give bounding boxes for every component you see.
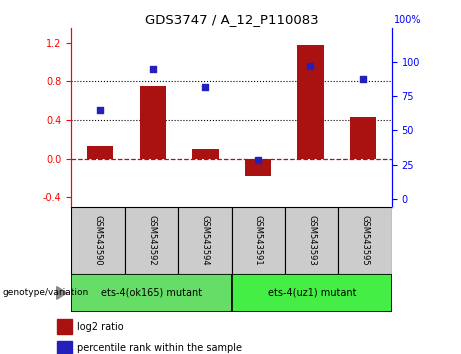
- Bar: [231, 274, 392, 312]
- Bar: [192, 149, 219, 159]
- Bar: [57, 319, 71, 334]
- Bar: [87, 146, 113, 159]
- Title: GDS3747 / A_12_P110083: GDS3747 / A_12_P110083: [145, 13, 319, 26]
- Text: percentile rank within the sample: percentile rank within the sample: [77, 343, 242, 353]
- Point: [307, 64, 314, 69]
- Text: genotype/variation: genotype/variation: [2, 289, 89, 297]
- Bar: [231, 207, 285, 274]
- Bar: [285, 207, 338, 274]
- Text: 100%: 100%: [394, 16, 422, 25]
- Point: [359, 76, 366, 81]
- Point: [97, 107, 104, 113]
- Bar: [140, 86, 166, 159]
- Text: GSM543590: GSM543590: [94, 215, 103, 266]
- Text: GSM543592: GSM543592: [147, 215, 156, 266]
- Text: log2 ratio: log2 ratio: [77, 322, 124, 332]
- Point: [254, 158, 261, 163]
- Bar: [71, 274, 231, 312]
- Point: [149, 66, 157, 72]
- Text: ets-4(ok165) mutant: ets-4(ok165) mutant: [101, 288, 202, 298]
- Bar: [71, 207, 125, 274]
- Bar: [297, 45, 324, 159]
- Text: GSM543591: GSM543591: [254, 215, 263, 266]
- Bar: [57, 341, 71, 354]
- Bar: [125, 207, 178, 274]
- Point: [202, 84, 209, 90]
- Text: ets-4(uz1) mutant: ets-4(uz1) mutant: [267, 288, 356, 298]
- Bar: [338, 207, 392, 274]
- Bar: [350, 117, 376, 159]
- Bar: [245, 159, 271, 176]
- Text: GSM543594: GSM543594: [201, 215, 209, 266]
- Text: GSM543595: GSM543595: [361, 215, 370, 266]
- Text: GSM543593: GSM543593: [307, 215, 316, 266]
- Bar: [178, 207, 231, 274]
